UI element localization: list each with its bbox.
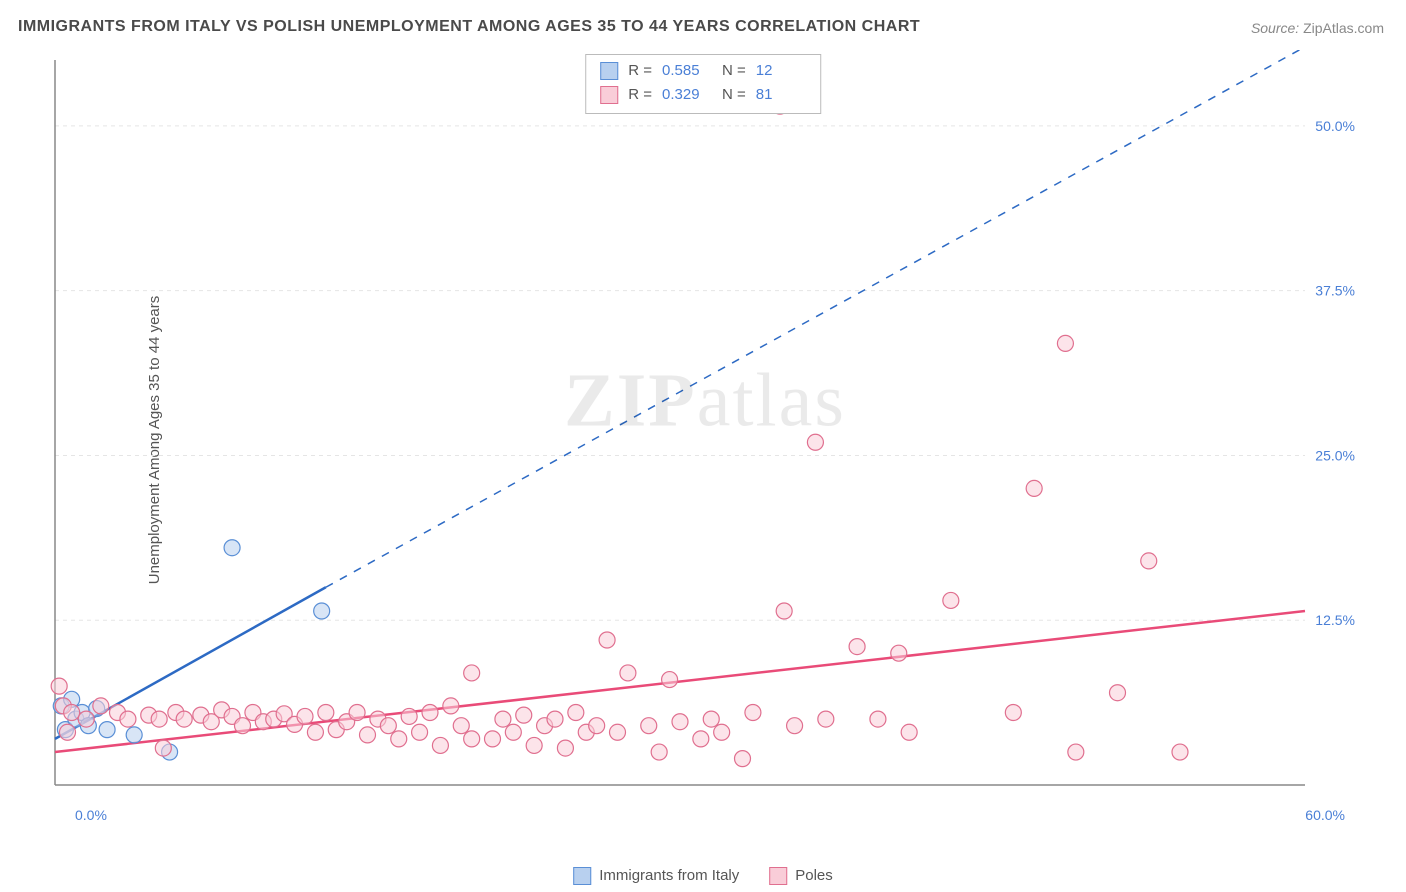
svg-text:25.0%: 25.0% <box>1315 447 1355 463</box>
source-label: Source: <box>1251 20 1299 36</box>
svg-text:50.0%: 50.0% <box>1315 118 1355 134</box>
svg-text:12.5%: 12.5% <box>1315 612 1355 628</box>
legend-swatch-italy <box>600 62 618 80</box>
r-value-italy: 0.585 <box>662 59 712 83</box>
correlation-row-italy: R = 0.585 N = 12 <box>600 59 806 83</box>
chart-title: IMMIGRANTS FROM ITALY VS POLISH UNEMPLOY… <box>18 18 920 36</box>
chart-svg: 12.5% 25.0% 37.5% 50.0% 0.0% 60.0% <box>50 50 1360 830</box>
correlation-row-poles: R = 0.329 N = 81 <box>600 83 806 107</box>
r-label: R = <box>628 59 652 83</box>
legend-item-italy: Immigrants from Italy <box>573 867 739 885</box>
legend-label-italy: Immigrants from Italy <box>599 867 739 884</box>
n-value-poles: 81 <box>756 83 806 107</box>
legend-label-poles: Poles <box>795 867 833 884</box>
svg-text:37.5%: 37.5% <box>1315 283 1355 299</box>
legend-swatch-italy <box>573 867 591 885</box>
n-value-italy: 12 <box>756 59 806 83</box>
correlation-legend: R = 0.585 N = 12 R = 0.329 N = 81 <box>585 54 821 114</box>
r-value-poles: 0.329 <box>662 83 712 107</box>
legend-item-poles: Poles <box>769 867 833 885</box>
svg-text:0.0%: 0.0% <box>75 807 107 823</box>
series-legend: Immigrants from Italy Poles <box>573 867 833 885</box>
n-label: N = <box>722 59 746 83</box>
r-label: R = <box>628 83 652 107</box>
source-value: ZipAtlas.com <box>1303 20 1384 36</box>
svg-text:60.0%: 60.0% <box>1305 807 1345 823</box>
source-attribution: Source: ZipAtlas.com <box>1251 20 1384 36</box>
scatter-plot: 12.5%25.0%37.5%50.0%0.0%60.0% ZIPatlas <box>50 50 1360 830</box>
legend-swatch-poles <box>769 867 787 885</box>
legend-swatch-poles <box>600 86 618 104</box>
n-label: N = <box>722 83 746 107</box>
